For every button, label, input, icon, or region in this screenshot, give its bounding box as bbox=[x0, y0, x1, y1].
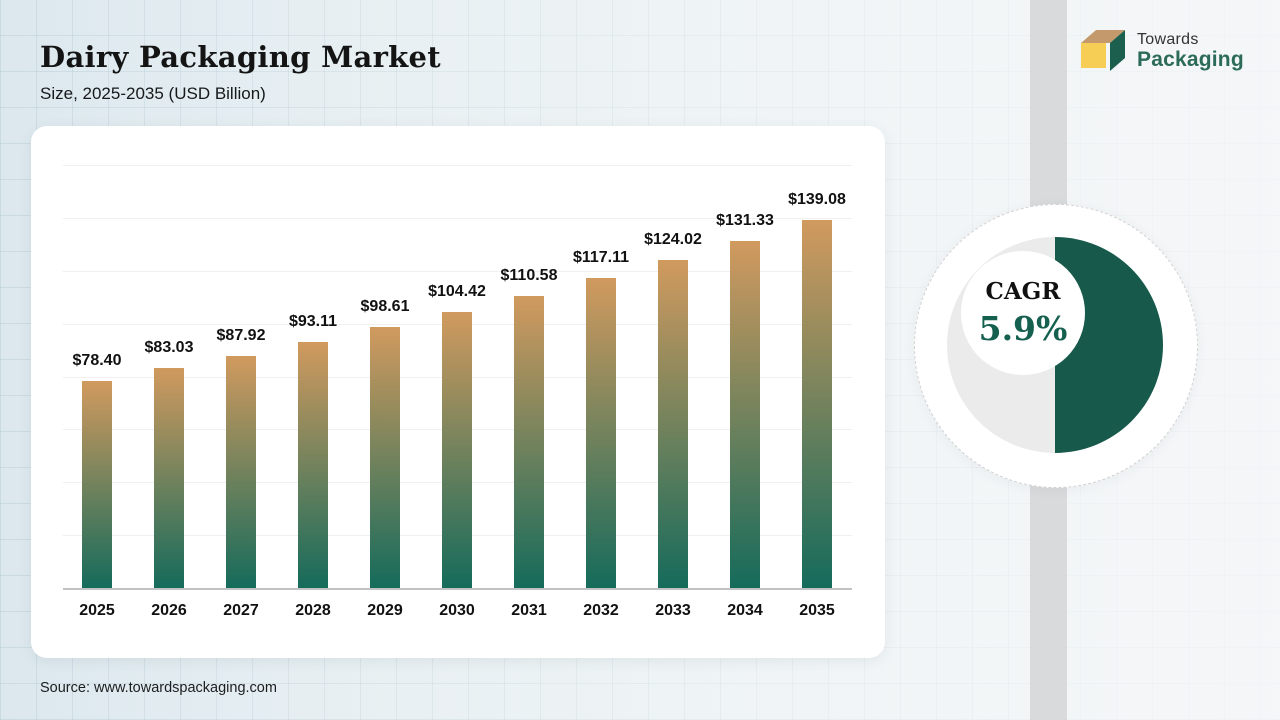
bar-value-label: $98.61 bbox=[360, 298, 410, 316]
brand-name-top: Towards bbox=[1137, 31, 1199, 49]
cagr-label: CAGR bbox=[985, 278, 1061, 305]
bar-value-label: $87.92 bbox=[216, 326, 266, 344]
x-axis-tick-label: 2029 bbox=[367, 602, 403, 619]
x-axis-tick-label: 2028 bbox=[295, 602, 331, 619]
page-title: Dairy Packaging Market bbox=[40, 40, 442, 74]
source-note: Source: www.towardspackaging.com bbox=[40, 680, 277, 696]
gridline bbox=[63, 217, 852, 219]
bar-value-label: $131.33 bbox=[716, 211, 774, 229]
x-axis-tick-label: 2030 bbox=[439, 602, 475, 619]
bar-value-label: $124.02 bbox=[644, 231, 702, 249]
chart-card: $78.40 2025 $83.03 2026 $87.92 2027 $93.11 2028… bbox=[31, 126, 885, 658]
x-axis-tick-label: 2026 bbox=[151, 602, 187, 619]
bar-value-label: $110.58 bbox=[500, 266, 558, 284]
x-axis-tick-label: 2032 bbox=[583, 602, 619, 619]
x-axis-tick-label: 2031 bbox=[511, 602, 547, 619]
bar-2027 bbox=[226, 355, 256, 588]
bar-2029 bbox=[370, 327, 400, 588]
header: Dairy Packaging Market Size, 2025-2035 (… bbox=[40, 40, 441, 104]
x-axis-line bbox=[63, 588, 852, 590]
bar-2034 bbox=[730, 240, 760, 588]
cagr-value: 5.9% bbox=[978, 309, 1068, 348]
x-axis-tick-label: 2027 bbox=[223, 602, 259, 619]
brand-name-bottom: Packaging bbox=[1137, 47, 1244, 71]
brand-logo: Towards Packaging bbox=[1078, 24, 1244, 79]
bar-2033 bbox=[658, 260, 688, 588]
x-axis-tick-label: 2025 bbox=[79, 602, 115, 619]
cagr-donut-center: CAGR 5.9% bbox=[961, 251, 1085, 375]
bar-value-label: $93.11 bbox=[288, 312, 338, 330]
bar-2032 bbox=[586, 278, 616, 588]
bar-2030 bbox=[442, 311, 472, 588]
bar-value-label: $104.42 bbox=[428, 282, 486, 300]
bar-value-label: $83.03 bbox=[144, 339, 194, 357]
cagr-donut-container: CAGR 5.9% bbox=[914, 204, 1198, 488]
x-axis-tick-label: 2033 bbox=[655, 602, 691, 619]
x-axis-tick-label: 2035 bbox=[799, 602, 835, 619]
cube-logo-icon bbox=[1078, 24, 1128, 79]
page-subtitle: Size, 2025-2035 (USD Billion) bbox=[40, 84, 266, 103]
bar-2028 bbox=[298, 341, 328, 588]
bar-value-label: $117.11 bbox=[572, 249, 630, 267]
gridline bbox=[63, 165, 852, 166]
bar-value-label: $139.08 bbox=[788, 191, 846, 209]
bar-value-label: $78.40 bbox=[72, 351, 122, 369]
bar-2035 bbox=[802, 220, 832, 588]
bar-2026 bbox=[154, 368, 184, 588]
gridline bbox=[63, 270, 852, 272]
brand-logo-text: Towards Packaging bbox=[1137, 31, 1244, 71]
x-axis-tick-label: 2034 bbox=[727, 602, 763, 619]
bar-2025 bbox=[82, 380, 112, 588]
bar-2031 bbox=[514, 295, 544, 588]
